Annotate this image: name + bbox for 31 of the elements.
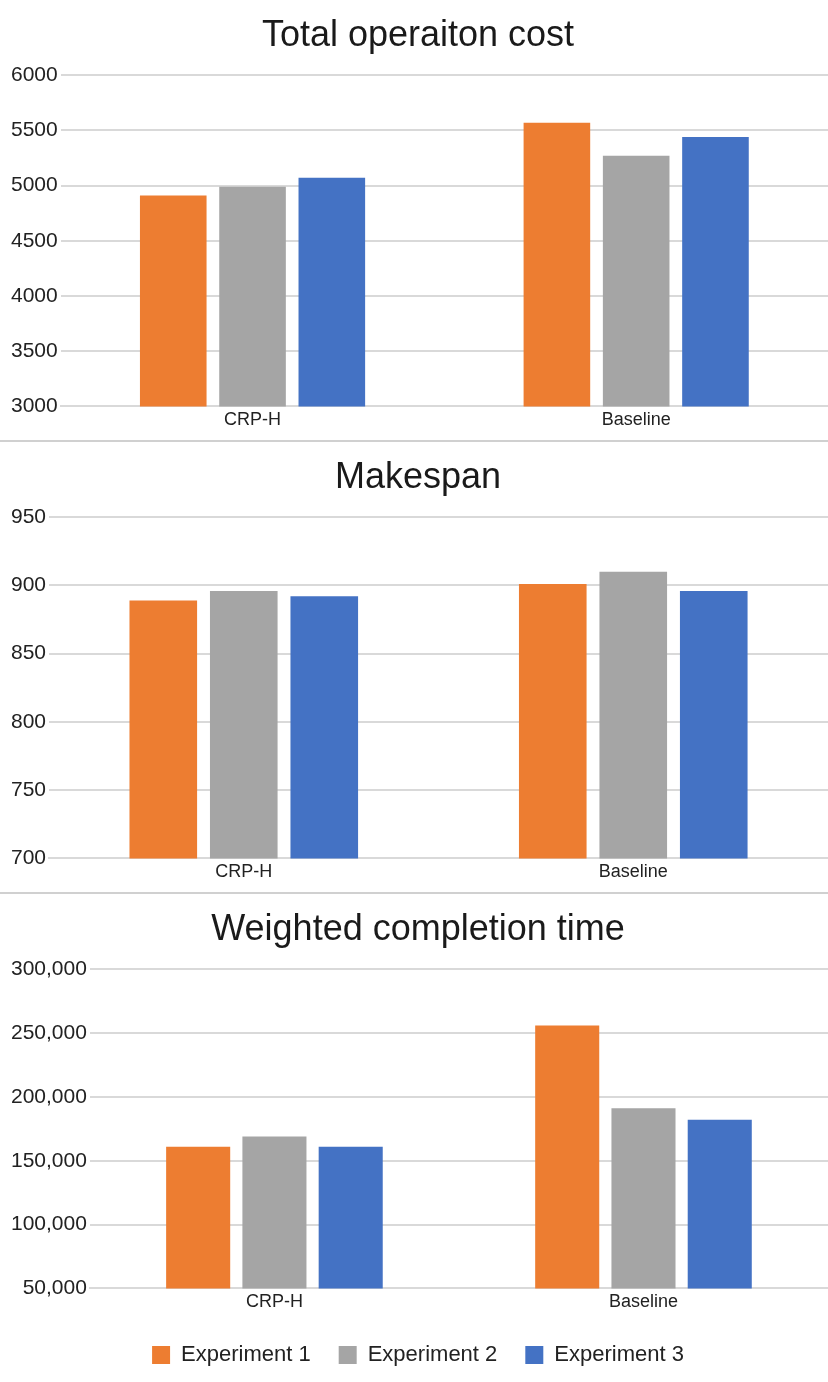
y-tick-label: 6000	[11, 62, 58, 85]
y-tick-label: 100,000	[10, 1211, 87, 1235]
y-tick-label: 5000	[11, 172, 58, 196]
y-tick-label: 250,000	[10, 1019, 87, 1043]
y-tick-label: 4500	[11, 227, 58, 251]
y-tick-label: 900	[10, 572, 47, 596]
y-tick-label: 3000	[11, 393, 58, 417]
legend-label: Experiment 2	[367, 1341, 498, 1367]
legend-label: Experiment 3	[554, 1341, 684, 1367]
y-tick-label: 150,000	[10, 1147, 87, 1171]
y-tick-label: 4000	[11, 282, 58, 306]
y-tick-label: 3500	[11, 338, 58, 361]
y-tick-label: 750	[10, 776, 47, 800]
x-tick-label: CRP-H	[215, 861, 273, 882]
y-tick-label: 800	[10, 708, 47, 732]
y-tick-label: 5500	[11, 117, 58, 141]
y-tick-label: 300,000	[10, 956, 87, 979]
y-tick-label: 50,000	[22, 1275, 87, 1299]
y-tick-label: 200,000	[10, 1083, 87, 1107]
x-tick-label: CRP-H	[224, 409, 282, 430]
x-tick-label: Baseline	[598, 861, 668, 882]
x-tick-label: CRP-H	[245, 1291, 303, 1312]
y-tick-label: 700	[10, 845, 47, 869]
chart-title: Makespan	[334, 454, 502, 496]
legend-label: Experiment 1	[181, 1341, 311, 1367]
chart-title: Total operaiton cost	[261, 12, 575, 54]
chart-title: Weighted completion time	[211, 906, 625, 948]
x-tick-label: Baseline	[608, 1291, 678, 1312]
y-tick-label: 950	[10, 504, 47, 527]
x-tick-label: Baseline	[601, 409, 671, 430]
y-tick-label: 850	[10, 640, 47, 664]
